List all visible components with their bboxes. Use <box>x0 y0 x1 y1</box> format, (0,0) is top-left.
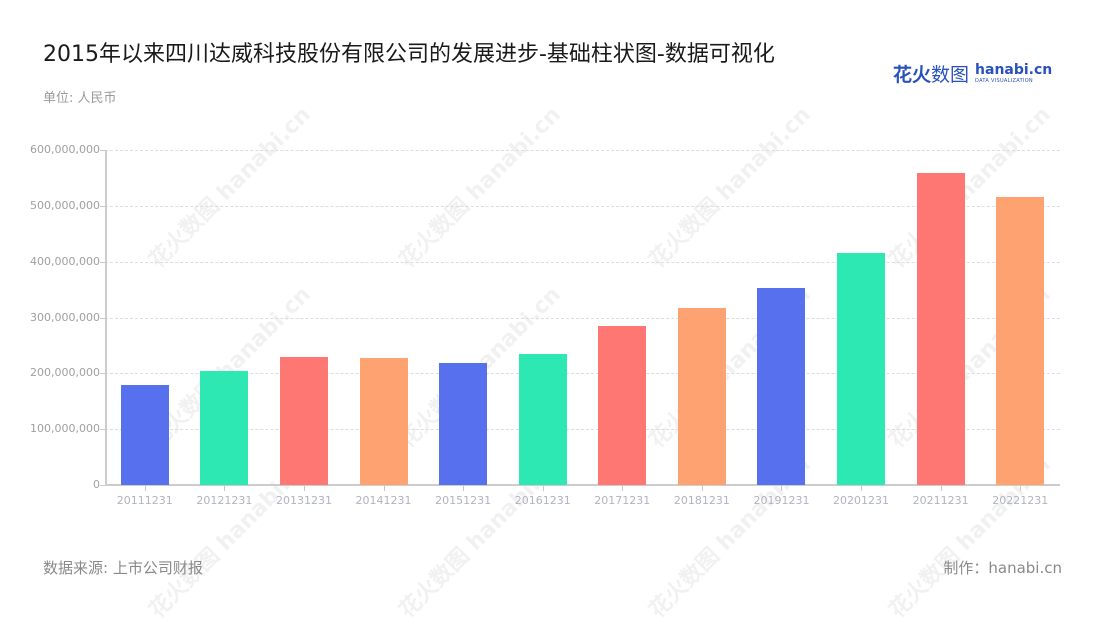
x-tick-label: 20151231 <box>435 494 492 507</box>
x-tick <box>1020 486 1022 491</box>
bar-20141231[interactable] <box>359 358 408 485</box>
x-tick-label: 20191231 <box>753 494 810 507</box>
x-tick-label: 20111231 <box>116 494 173 507</box>
gridline <box>105 205 1060 207</box>
gridline <box>105 373 1060 375</box>
x-tick <box>463 486 465 491</box>
x-tick-label: 20121231 <box>196 494 253 507</box>
x-tick <box>781 486 783 491</box>
bar-20131231[interactable] <box>279 357 328 485</box>
y-tick <box>100 205 105 207</box>
bar-20211231[interactable] <box>916 172 965 485</box>
x-tick <box>701 486 703 491</box>
x-tick-label: 20201231 <box>833 494 890 507</box>
y-tick <box>100 429 105 431</box>
hanabi-logo: 花火数图 hanabi.cn DATA VISUALIZATION <box>893 60 1052 86</box>
bar-20161231[interactable] <box>518 353 567 485</box>
x-tick-label: 20211231 <box>912 494 969 507</box>
logo-cn-text: 花火数图 <box>893 60 969 87</box>
logo-en-sub: DATA VISUALIZATION <box>975 77 1033 84</box>
x-tick <box>144 486 146 491</box>
x-tick <box>940 486 942 491</box>
y-axis <box>105 150 107 486</box>
x-tick-label: 20181231 <box>673 494 730 507</box>
gridline <box>105 317 1060 319</box>
y-tick-label: 200,000,000 <box>30 366 100 380</box>
watermark: 花火数图 hanabi.cn <box>644 102 816 274</box>
bar-20221231[interactable] <box>996 196 1045 485</box>
y-tick <box>100 261 105 263</box>
x-axis <box>105 484 1060 486</box>
watermark: 花火数图 hanabi.cn <box>144 102 316 274</box>
x-tick <box>383 486 385 491</box>
y-tick <box>100 485 105 486</box>
gridline <box>105 261 1060 263</box>
bar-20121231[interactable] <box>200 371 249 485</box>
chart-title: 2015年以来四川达威科技股份有限公司的发展进步-基础柱状图-数据可视化 <box>43 42 775 67</box>
bar-20151231[interactable] <box>439 363 488 485</box>
x-tick-label: 20221231 <box>992 494 1049 507</box>
y-tick-label: 100,000,000 <box>30 422 100 436</box>
bar-20201231[interactable] <box>837 252 886 485</box>
bar-20111231[interactable] <box>120 385 169 485</box>
unit-label: 单位: 人民币 <box>43 91 117 106</box>
x-tick-label: 20171231 <box>594 494 651 507</box>
bar-20191231[interactable] <box>757 287 806 485</box>
x-tick-label: 20131231 <box>275 494 332 507</box>
y-tick <box>100 317 105 319</box>
logo-cn-thin: 数图 <box>931 63 970 86</box>
logo-en: hanabi.cn DATA VISUALIZATION <box>975 63 1052 84</box>
x-tick-label: 20141231 <box>355 494 412 507</box>
y-tick <box>100 150 105 151</box>
bar-20181231[interactable] <box>677 308 726 485</box>
y-tick-label: 0 <box>93 478 100 491</box>
x-tick <box>622 486 624 491</box>
data-source: 数据来源: 上市公司财报 <box>43 559 203 577</box>
watermark: 花火数图 hanabi.cn <box>394 102 566 274</box>
x-tick <box>542 486 544 491</box>
x-tick-label: 20161231 <box>514 494 571 507</box>
x-tick <box>224 486 226 491</box>
y-tick-label: 500,000,000 <box>30 198 100 212</box>
maker-credit: 制作：hanabi.cn <box>943 559 1062 577</box>
x-tick <box>303 486 305 491</box>
gridline <box>105 429 1060 431</box>
y-tick-label: 300,000,000 <box>30 310 100 324</box>
logo-cn-bold: 花火 <box>893 63 932 86</box>
logo-en-main: hanabi.cn <box>975 61 1053 78</box>
y-tick-label: 400,000,000 <box>30 254 100 268</box>
bar-20171231[interactable] <box>598 325 647 485</box>
y-tick <box>100 373 105 375</box>
y-tick-label: 600,000,000 <box>30 143 100 156</box>
x-tick <box>861 486 863 491</box>
gridline <box>105 150 1060 151</box>
